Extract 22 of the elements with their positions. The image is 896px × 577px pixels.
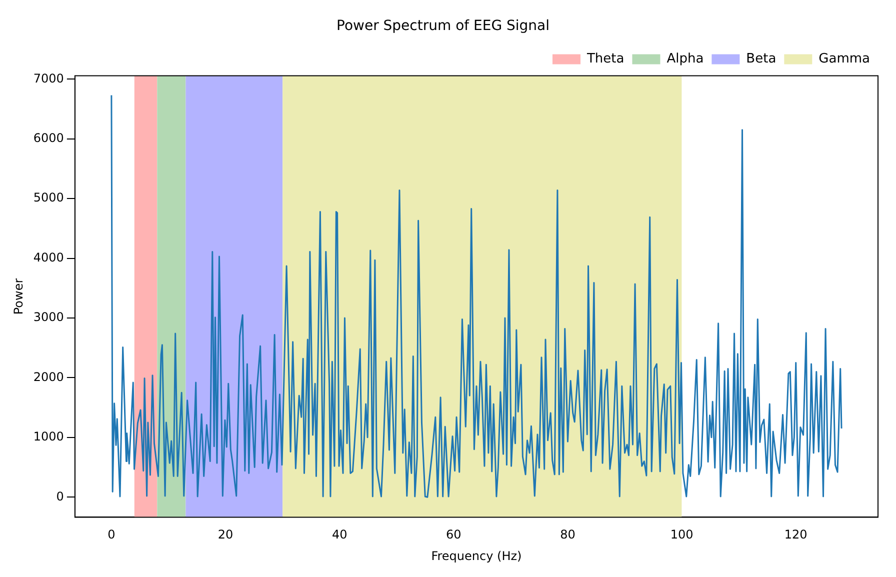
chart-title: Power Spectrum of EEG Signal xyxy=(336,18,550,34)
x-tick-label: 100 xyxy=(670,528,694,542)
x-tick-label: 20 xyxy=(218,528,234,542)
legend-label: Alpha xyxy=(666,52,704,67)
x-tick-label: 40 xyxy=(332,528,348,542)
y-tick-label: 4000 xyxy=(33,250,64,264)
legend-label: Beta xyxy=(746,52,776,67)
y-tick-label: 0 xyxy=(56,489,64,504)
y-tick-label: 6000 xyxy=(33,130,64,145)
y-tick-label: 5000 xyxy=(33,190,64,205)
x-tick-label: 80 xyxy=(560,528,576,542)
legend-label: Gamma xyxy=(818,52,870,67)
y-tick-label: 7000 xyxy=(33,71,64,86)
x-axis-title: Frequency (Hz) xyxy=(431,548,522,563)
legend-label: Theta xyxy=(586,52,624,67)
y-axis-title: Power xyxy=(11,278,26,315)
x-tick-label: 60 xyxy=(446,528,462,542)
x-tick-label: 120 xyxy=(784,528,808,542)
y-tick-label: 3000 xyxy=(33,310,64,324)
y-tick-label: 1000 xyxy=(33,430,64,444)
y-tick-label: 2000 xyxy=(33,370,64,384)
x-tick-label: 0 xyxy=(108,528,116,542)
